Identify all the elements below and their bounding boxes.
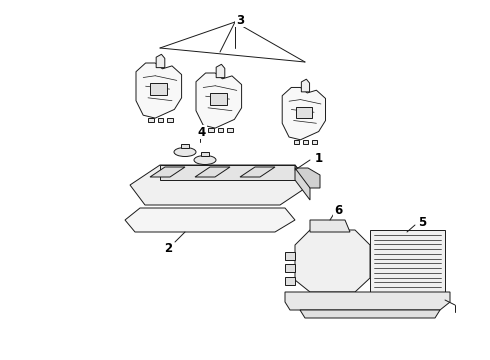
Polygon shape bbox=[208, 128, 214, 132]
Text: 6: 6 bbox=[334, 203, 342, 216]
Polygon shape bbox=[312, 140, 318, 144]
Circle shape bbox=[232, 222, 238, 228]
Ellipse shape bbox=[194, 156, 216, 165]
Polygon shape bbox=[285, 252, 295, 260]
Polygon shape bbox=[303, 140, 308, 144]
Polygon shape bbox=[125, 208, 295, 232]
Polygon shape bbox=[218, 128, 223, 132]
Polygon shape bbox=[285, 292, 450, 310]
Text: 5: 5 bbox=[418, 216, 426, 229]
Text: 4: 4 bbox=[198, 126, 206, 139]
Polygon shape bbox=[136, 63, 182, 118]
Polygon shape bbox=[201, 152, 209, 156]
Circle shape bbox=[197, 222, 202, 228]
Polygon shape bbox=[216, 64, 225, 78]
Polygon shape bbox=[148, 118, 154, 122]
Bar bbox=[210, 93, 227, 105]
Text: 1: 1 bbox=[315, 152, 323, 165]
Polygon shape bbox=[156, 54, 165, 68]
Polygon shape bbox=[167, 118, 173, 122]
Polygon shape bbox=[195, 167, 230, 177]
Circle shape bbox=[322, 254, 338, 270]
Text: 3: 3 bbox=[236, 14, 244, 27]
Polygon shape bbox=[181, 144, 189, 148]
Polygon shape bbox=[301, 79, 310, 92]
Polygon shape bbox=[285, 264, 295, 272]
Circle shape bbox=[268, 215, 272, 220]
Polygon shape bbox=[158, 118, 163, 122]
Circle shape bbox=[197, 215, 202, 220]
Circle shape bbox=[163, 222, 168, 228]
Circle shape bbox=[163, 215, 168, 220]
Polygon shape bbox=[285, 277, 295, 285]
Polygon shape bbox=[150, 167, 185, 177]
Polygon shape bbox=[240, 167, 275, 177]
Polygon shape bbox=[295, 230, 370, 292]
Polygon shape bbox=[282, 87, 325, 140]
Circle shape bbox=[232, 215, 238, 220]
Polygon shape bbox=[196, 73, 242, 128]
Polygon shape bbox=[310, 220, 350, 232]
Ellipse shape bbox=[174, 148, 196, 157]
Polygon shape bbox=[300, 310, 440, 318]
Bar bbox=[150, 83, 167, 95]
Polygon shape bbox=[227, 128, 233, 132]
Bar bbox=[370, 230, 445, 292]
Polygon shape bbox=[294, 140, 299, 144]
Polygon shape bbox=[295, 168, 320, 188]
Bar bbox=[296, 107, 312, 118]
Polygon shape bbox=[130, 165, 310, 205]
Polygon shape bbox=[295, 165, 310, 200]
Text: 2: 2 bbox=[164, 242, 172, 255]
Polygon shape bbox=[160, 165, 295, 180]
